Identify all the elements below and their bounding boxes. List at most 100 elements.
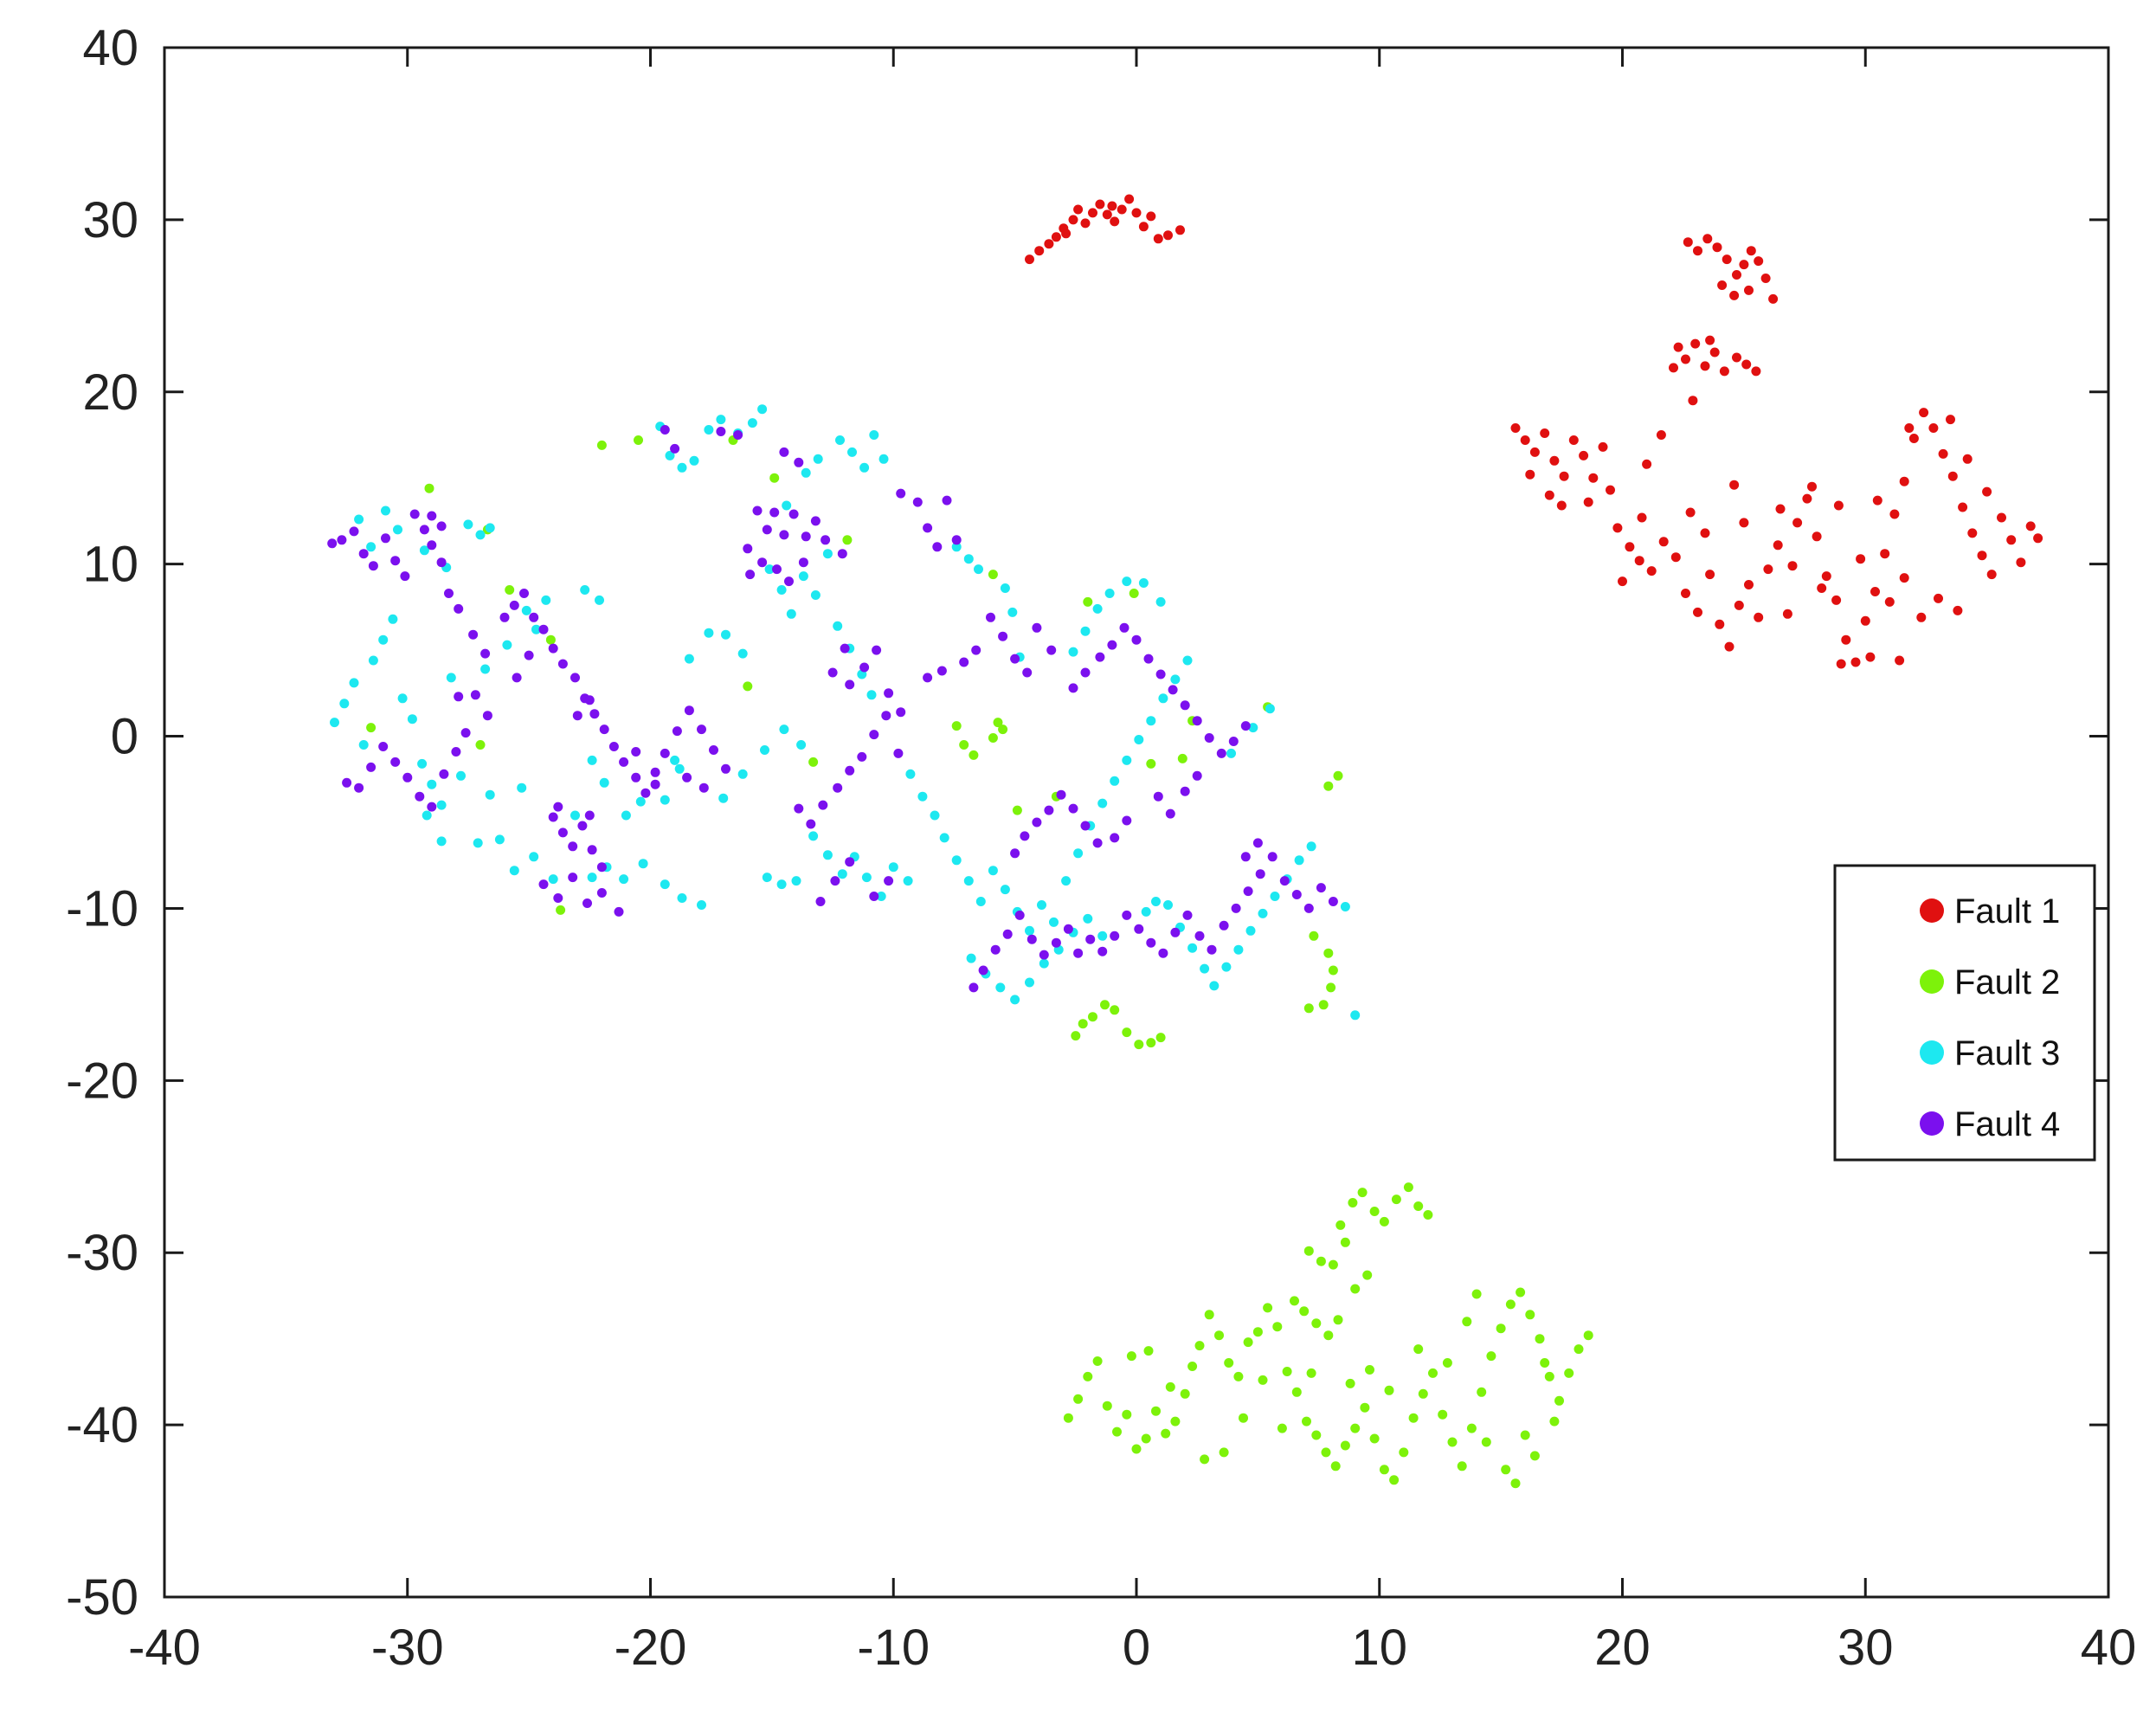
data-point	[366, 542, 376, 552]
data-point	[1505, 1299, 1516, 1310]
data-point	[1239, 1413, 1248, 1423]
data-point	[709, 745, 718, 755]
data-point	[589, 709, 600, 719]
data-point	[456, 770, 466, 781]
data-point	[1117, 204, 1127, 215]
data-point	[794, 803, 804, 814]
data-point	[670, 755, 680, 765]
y-tick-label: -20	[66, 1053, 138, 1109]
y-tick-label: -30	[66, 1225, 138, 1281]
data-point	[988, 733, 998, 743]
data-point	[1486, 1351, 1496, 1362]
data-point	[582, 898, 592, 908]
data-point	[1085, 934, 1096, 944]
data-point	[1516, 1287, 1526, 1298]
data-point	[988, 570, 998, 580]
data-point	[439, 769, 449, 779]
data-point	[1083, 1371, 1093, 1381]
data-point	[1715, 619, 1725, 629]
data-point	[1722, 254, 1732, 265]
data-point	[966, 953, 976, 963]
data-point	[1146, 716, 1156, 726]
legend-box	[1833, 864, 2096, 1162]
data-point	[460, 728, 471, 738]
data-point	[1693, 607, 1702, 617]
data-point	[366, 723, 376, 733]
data-point	[1119, 622, 1129, 633]
data-point	[521, 605, 531, 615]
data-point	[1175, 225, 1185, 235]
data-point	[951, 542, 962, 552]
x-tick-label: 40	[2081, 1620, 2137, 1676]
data-point	[769, 507, 780, 518]
data-point	[978, 965, 988, 976]
data-point	[1255, 869, 1265, 879]
data-point	[541, 595, 551, 605]
data-point	[619, 757, 629, 767]
data-point	[1559, 471, 1569, 481]
data-point	[1200, 963, 1210, 974]
data-point	[993, 718, 1003, 728]
data-point	[1637, 512, 1647, 523]
data-point	[833, 782, 843, 793]
data-point	[1025, 925, 1034, 936]
data-point	[1020, 831, 1030, 841]
data-point	[1311, 1318, 1322, 1329]
data-point	[869, 430, 879, 440]
data-point	[1170, 1416, 1181, 1426]
data-point	[1598, 441, 1608, 452]
data-point	[1525, 1310, 1535, 1320]
data-point	[1700, 361, 1710, 371]
data-point	[1340, 902, 1350, 911]
data-point	[1669, 363, 1678, 373]
data-point	[1681, 589, 1690, 598]
data-point	[1564, 1368, 1574, 1378]
data-point	[502, 640, 512, 650]
data-point	[1155, 669, 1166, 679]
data-point	[1243, 1337, 1253, 1348]
data-point	[896, 488, 906, 499]
data-point	[1850, 657, 1861, 667]
data-point	[769, 473, 780, 483]
data-point	[1302, 1416, 1311, 1426]
data-point	[1107, 201, 1117, 211]
data-point	[1544, 490, 1554, 500]
data-point	[482, 711, 492, 721]
data-point	[660, 795, 670, 805]
data-point	[971, 645, 981, 655]
data-point	[1200, 1454, 1210, 1465]
data-point	[349, 678, 359, 688]
data-point	[1447, 1437, 1458, 1447]
data-point	[1872, 495, 1882, 506]
data-point	[1333, 1315, 1343, 1325]
data-point	[1316, 883, 1326, 893]
data-point	[635, 796, 646, 807]
data-point	[473, 838, 483, 848]
data-point	[1032, 622, 1042, 633]
data-point	[660, 748, 670, 758]
data-point	[1110, 216, 1120, 227]
data-point	[1141, 906, 1151, 917]
data-point	[1180, 1388, 1190, 1399]
data-point	[1129, 589, 1139, 598]
data-point	[1204, 733, 1214, 743]
data-point	[1102, 209, 1112, 220]
data-point	[1309, 931, 1319, 941]
data-point	[1112, 1426, 1122, 1437]
data-point	[1841, 634, 1851, 645]
data-point	[1151, 1406, 1161, 1416]
data-point	[1673, 342, 1683, 352]
data-point	[1330, 1461, 1341, 1472]
data-point	[1134, 924, 1144, 934]
data-point	[634, 435, 643, 445]
data-point	[1350, 1284, 1361, 1294]
data-point	[584, 695, 595, 705]
data-point	[1408, 1413, 1419, 1423]
data-point	[1540, 1358, 1550, 1368]
data-point	[548, 812, 558, 822]
data-point	[1034, 246, 1045, 256]
data-point	[1122, 815, 1132, 826]
data-point	[2033, 533, 2043, 544]
data-point	[1192, 770, 1202, 781]
data-point	[1104, 589, 1115, 598]
